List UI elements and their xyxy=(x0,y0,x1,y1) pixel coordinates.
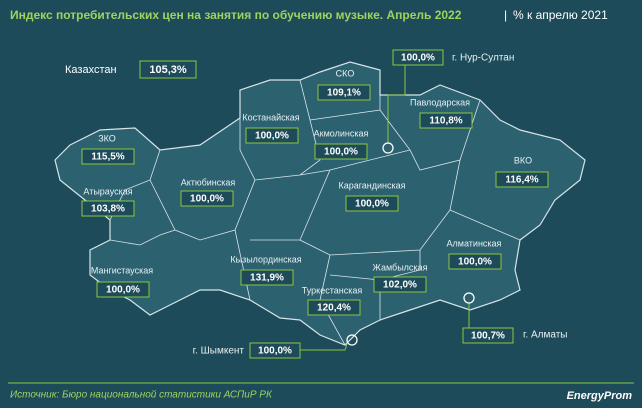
value-box xyxy=(495,171,549,188)
value: 131,9% xyxy=(250,273,284,284)
region-label: Акмолинская xyxy=(314,128,369,138)
region-label: Актюбинская xyxy=(181,177,236,187)
region-label: Мангистауская xyxy=(91,265,153,275)
title: Индекс потребительских цен на занятия по… xyxy=(10,8,462,22)
city-marker xyxy=(346,334,358,346)
region-label: Жамбылская xyxy=(373,262,428,272)
connector xyxy=(387,65,406,143)
region-label: Атырауская xyxy=(83,186,132,196)
brand: EnergyProm xyxy=(567,390,633,402)
value: 110,8% xyxy=(429,116,462,127)
value-box xyxy=(81,148,135,165)
value: 100,0% xyxy=(258,346,292,357)
value-box xyxy=(314,143,368,160)
connector xyxy=(300,343,348,351)
value-box xyxy=(249,342,301,359)
value-box xyxy=(180,190,234,207)
value: 115,5% xyxy=(91,152,124,163)
value-box xyxy=(448,253,502,270)
value-box xyxy=(462,327,514,344)
value: 100,0% xyxy=(324,147,358,158)
value: 116,4% xyxy=(505,175,538,186)
separator: | xyxy=(504,8,507,22)
region-label: ВКО xyxy=(514,155,532,165)
value: 100,0% xyxy=(355,199,389,210)
city-marker xyxy=(463,292,475,304)
region-label: СКО xyxy=(336,68,355,78)
value: 103,8% xyxy=(91,204,125,215)
value: 102,0% xyxy=(383,280,417,291)
region-borders xyxy=(109,79,521,346)
labels: Казахстан 105,3% СКО 109,1% Павлодарская 110,… xyxy=(65,49,567,359)
value-box xyxy=(240,269,294,286)
region-label: Павлодарская xyxy=(410,97,470,107)
region-label: Туркестанская xyxy=(302,285,363,295)
city-label: г. Шымкент xyxy=(193,346,245,357)
value: 105,3% xyxy=(149,64,187,76)
region-label: Костанайская xyxy=(242,112,299,122)
value: 100,0% xyxy=(106,285,140,296)
value-box xyxy=(373,276,427,293)
source: Источник: Бюро национальной статистики А… xyxy=(10,390,273,401)
region-label: Карагандинская xyxy=(338,180,405,190)
value-box xyxy=(419,112,473,129)
value: 100,0% xyxy=(401,53,435,64)
value-box xyxy=(317,84,371,101)
value: 100,0% xyxy=(458,257,492,268)
city-label: г. Нур-Султан xyxy=(452,53,514,64)
value-box xyxy=(139,60,197,79)
value: 100,0% xyxy=(255,131,289,142)
value-box xyxy=(245,127,299,144)
value: 109,1% xyxy=(327,88,361,99)
region-label: Алматинская xyxy=(447,238,502,248)
city-marker xyxy=(382,142,394,154)
value-box xyxy=(345,195,399,212)
value-box xyxy=(96,281,150,298)
value-box xyxy=(307,299,361,316)
region-label: Кызылординская xyxy=(230,254,301,264)
national-label: Казахстан xyxy=(65,64,117,76)
value-box xyxy=(392,49,444,66)
region-label: ЗКО xyxy=(98,133,116,143)
value-box xyxy=(81,200,135,217)
value: 100,0% xyxy=(190,194,224,205)
subtitle: % к апрелю 2021 xyxy=(513,8,608,22)
value: 100,7% xyxy=(471,331,505,342)
value: 120,4% xyxy=(317,303,351,314)
city-label: г. Алматы xyxy=(523,330,567,341)
